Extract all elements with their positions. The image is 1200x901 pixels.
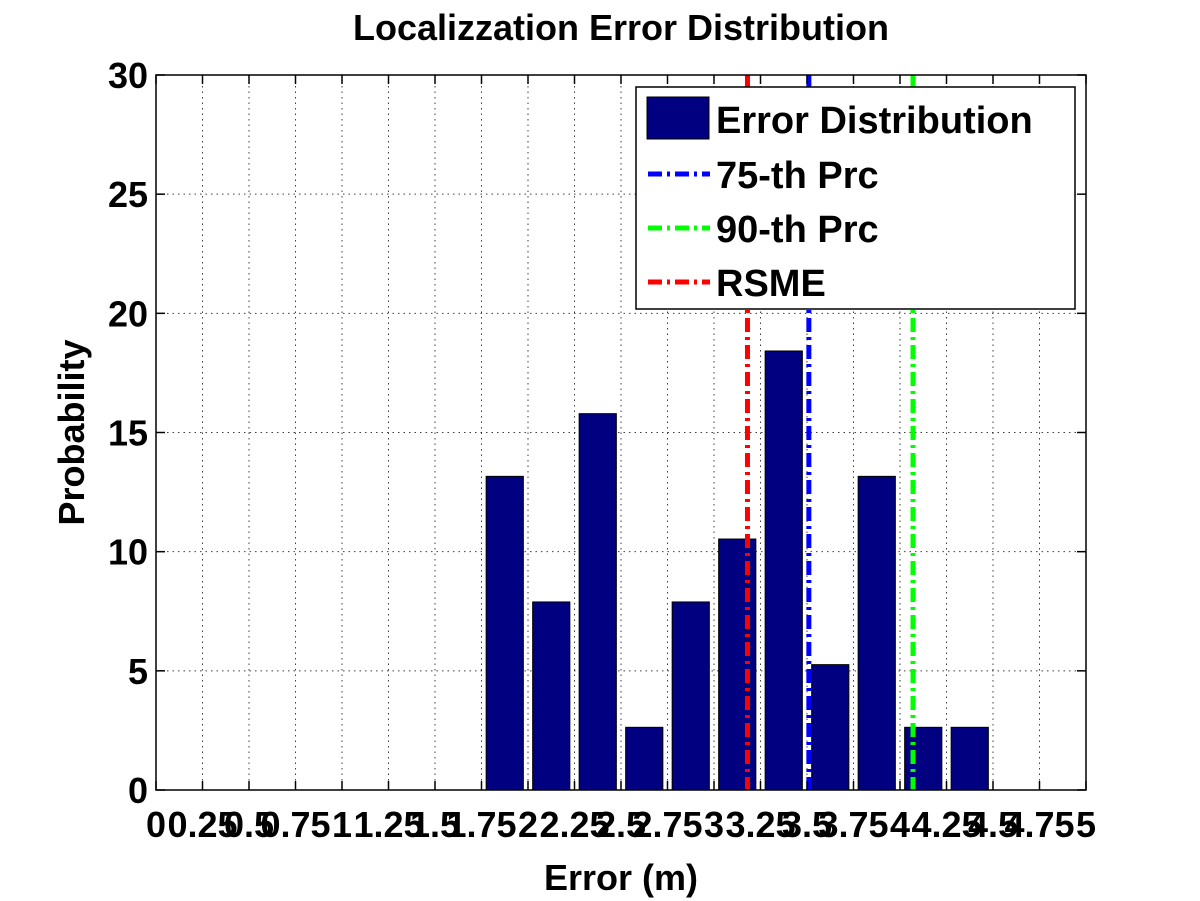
x-tick-label: 4.75 xyxy=(1004,804,1074,845)
y-tick-label: 10 xyxy=(108,532,148,573)
bar xyxy=(485,475,524,791)
x-tick-label: 3 xyxy=(704,804,724,845)
x-tick-label: 1.75 xyxy=(446,804,516,845)
bar xyxy=(532,601,571,791)
legend-label-error-distribution: Error Distribution xyxy=(716,100,1033,142)
y-tick-label: 25 xyxy=(108,174,148,215)
bars xyxy=(485,350,989,791)
x-tick-label: 3.5 xyxy=(782,804,832,845)
x-tick-label: 0.25 xyxy=(167,804,237,845)
bar xyxy=(764,350,803,791)
bar xyxy=(718,538,757,791)
bar xyxy=(950,726,989,791)
y-tick-label: 0 xyxy=(128,770,148,811)
x-tick-label: 4.25 xyxy=(911,804,981,845)
x-tick-label: 3.25 xyxy=(725,804,795,845)
legend-label-90th-prc: 90-th Prc xyxy=(716,209,879,251)
x-tick-label: 1 xyxy=(332,804,352,845)
x-tick-label: 2.75 xyxy=(632,804,702,845)
x-axis-label: Error (m) xyxy=(544,857,698,898)
legend-label-rsme: RSME xyxy=(716,263,826,305)
x-tick-label: 2 xyxy=(518,804,538,845)
x-tick-label: 4 xyxy=(890,804,910,845)
x-tick-label: 1.25 xyxy=(353,804,423,845)
y-tick-label: 20 xyxy=(108,293,148,334)
bar xyxy=(671,601,710,791)
bar xyxy=(811,664,850,791)
legend: Error Distribution 75-th Prc 90-th Prc R… xyxy=(635,86,1076,310)
bar xyxy=(857,475,896,791)
x-tick-label: 0 xyxy=(146,804,166,845)
x-tick-label: 2.25 xyxy=(539,804,609,845)
y-axis-label: Probability xyxy=(51,339,92,525)
y-tick-label: 15 xyxy=(108,413,148,454)
legend-label-75th-prc: 75-th Prc xyxy=(716,155,879,197)
x-tick-label: 0.5 xyxy=(224,804,274,845)
chart-title: Localizzation Error Distribution xyxy=(353,7,889,48)
x-tick-label: 4.5 xyxy=(968,804,1018,845)
x-tick-label: 1.5 xyxy=(410,804,460,845)
x-tick-label: 5 xyxy=(1076,804,1096,845)
y-tick-label: 5 xyxy=(128,651,148,692)
ticks: 0 0.250.50.75 1 1.251.51.75 2 2.252.52.75 3 3.2… xyxy=(108,55,1096,845)
legend-swatch-error-distribution xyxy=(646,96,710,140)
x-tick-label: 2.5 xyxy=(596,804,646,845)
y-tick-label: 30 xyxy=(108,55,148,96)
x-tick-label: 0.75 xyxy=(260,804,330,845)
x-tick-label: 3.75 xyxy=(818,804,888,845)
bar xyxy=(625,726,664,791)
bar xyxy=(904,726,943,791)
bar xyxy=(578,413,617,791)
